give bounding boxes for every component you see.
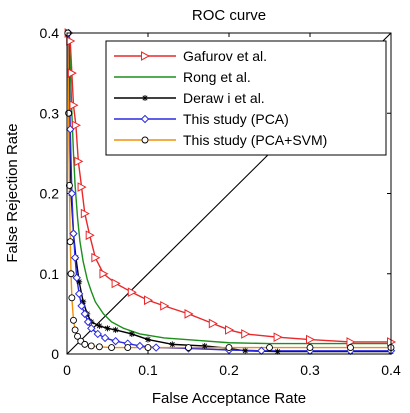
plot-frame <box>66 32 392 355</box>
series-4-point <box>347 344 354 352</box>
series-4-point <box>144 344 152 352</box>
series-0-point <box>144 295 154 306</box>
series-0-point <box>241 329 251 339</box>
series-2-point <box>145 336 151 343</box>
series-2-point <box>80 298 87 305</box>
series-2-point <box>128 330 135 337</box>
series-0-point <box>273 332 283 342</box>
series-2-point <box>242 347 249 354</box>
series-0-point <box>225 325 235 335</box>
legend: Gafurov et al. Rong et al. Deraw i et al. T… <box>105 40 387 156</box>
series-4-point <box>306 344 314 352</box>
legend-label-1: Rong et al. <box>183 69 251 85</box>
legend-marker-3 <box>140 114 150 124</box>
series-0-point <box>85 230 95 241</box>
x-tick-label: 0.3 <box>300 362 320 378</box>
series-4-point <box>185 344 192 352</box>
x-axis: 0 0.1 0.2 0.3 0.4 <box>63 33 401 378</box>
legend-label-0: Gafurov et al. <box>183 48 267 64</box>
legend-marker-2 <box>142 95 148 101</box>
series-line-1 <box>67 33 391 345</box>
series-0-point <box>74 156 84 167</box>
series-3-point <box>135 341 145 351</box>
y-tick-label: 0.4 <box>40 25 60 41</box>
series-4-point <box>87 342 95 350</box>
series-2-point <box>274 348 281 355</box>
series-2-point <box>104 325 111 332</box>
series-0-point <box>184 309 194 319</box>
series-4-point <box>74 332 81 340</box>
series-3-point <box>72 273 81 282</box>
x-tick-label: 0.2 <box>219 362 239 378</box>
series-0-point <box>80 208 90 219</box>
legend-label-4: This study (PCA+SVM) <box>183 132 327 148</box>
series-4-point <box>108 344 116 352</box>
series-4-point <box>266 344 273 352</box>
series-3-point <box>87 324 96 333</box>
series-2-point <box>76 278 83 285</box>
series-4-point <box>68 294 76 302</box>
series-3-point <box>83 317 93 327</box>
series-4-point <box>71 326 79 334</box>
y-tick-label: 0.2 <box>40 186 60 202</box>
series-4-point <box>70 316 77 324</box>
series-4-point <box>66 238 74 246</box>
series-0-point <box>127 287 137 298</box>
series-3-point <box>69 229 78 238</box>
x-axis-label: False Acceptance Rate <box>152 390 306 407</box>
series-0-point <box>208 318 218 329</box>
series-3-point <box>93 329 102 339</box>
series-2-point <box>96 322 103 329</box>
series-3-point <box>100 333 110 343</box>
legend-label-2: Deraw i et al. <box>183 90 265 106</box>
series-4-point <box>225 344 233 352</box>
series-4-point <box>124 344 132 352</box>
chart-title: ROC curve <box>192 7 266 24</box>
series-0-point <box>91 252 101 263</box>
x-tick-label: 0 <box>63 362 71 378</box>
series-4-point <box>95 343 103 351</box>
series-3-point <box>66 125 75 134</box>
series-0-point <box>69 100 79 111</box>
series-0-point <box>346 337 356 347</box>
y-tick-label: 0.3 <box>40 105 60 121</box>
series-0-point <box>111 278 121 289</box>
series-2-point <box>169 341 176 348</box>
series-0-point <box>160 301 170 311</box>
series-3-point <box>67 189 77 198</box>
series-0-point <box>67 68 77 78</box>
series-3-point <box>80 309 90 319</box>
series-0-point <box>306 334 316 345</box>
x-tick-label: 0.1 <box>138 362 158 378</box>
series-3-point <box>77 301 86 311</box>
series-0-point <box>77 182 87 192</box>
y-tick-label: 0.1 <box>40 266 60 282</box>
series-4-point <box>67 270 75 278</box>
series-3-point <box>111 336 120 346</box>
series-0-point <box>71 120 81 131</box>
series-0-point <box>99 268 109 279</box>
series-3-point <box>74 289 84 299</box>
legend-label-3: This study (PCA) <box>183 111 289 127</box>
x-tick-label: 0.4 <box>381 362 401 378</box>
series-4-point <box>81 340 89 348</box>
series-4-point <box>65 182 73 189</box>
series-2-point <box>201 342 208 349</box>
y-tick-label: 0 <box>51 346 59 362</box>
legend-marker-4 <box>141 136 149 144</box>
series-3-point <box>151 343 161 352</box>
series-3-point <box>70 253 80 262</box>
series-2-point <box>112 326 119 333</box>
y-axis-label: False Rejection Rate <box>4 123 21 262</box>
legend-marker-0 <box>141 51 151 61</box>
